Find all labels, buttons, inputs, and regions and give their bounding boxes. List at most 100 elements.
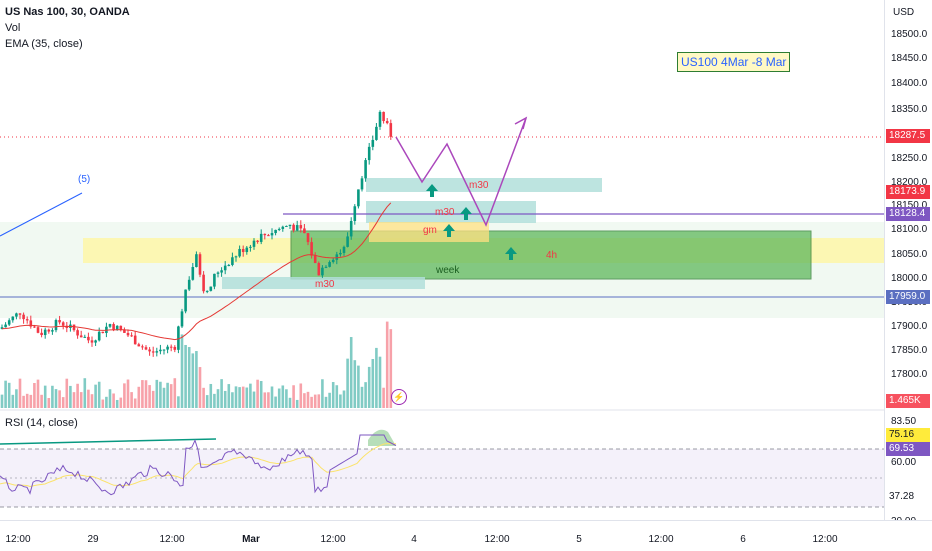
volume-bar — [288, 397, 292, 408]
rsi-legend[interactable]: RSI (14, close) — [5, 417, 78, 429]
candle-body — [310, 242, 313, 256]
volume-bar — [65, 378, 69, 408]
volume-bar — [375, 347, 378, 408]
volume-bar — [7, 382, 11, 408]
volume-bar — [317, 394, 321, 408]
rsi-tag: 37.28 — [886, 490, 930, 504]
volume-bar — [216, 389, 220, 408]
volume-bar — [331, 382, 335, 408]
volume-bar — [191, 353, 195, 408]
volume-bar — [51, 385, 54, 408]
candle-body — [184, 289, 187, 312]
rsi-tick: 83.50 — [891, 416, 917, 427]
candle-body — [180, 311, 184, 327]
candle-body — [29, 320, 33, 327]
volume-legend[interactable]: Vol — [5, 22, 21, 34]
candle-body — [277, 228, 281, 230]
candle-body — [220, 270, 223, 273]
time-label: 12:00 — [484, 534, 510, 545]
candle-body — [241, 248, 245, 253]
candle-body — [155, 351, 159, 353]
rsi-line — [0, 434, 397, 496]
candle-body — [328, 261, 331, 267]
volume-bar — [367, 366, 371, 408]
volume-bar — [133, 398, 137, 408]
volume-bar — [0, 394, 4, 408]
m30-label-upper: m30 — [469, 180, 489, 191]
volume-bar — [159, 381, 162, 408]
candle-body — [317, 263, 321, 276]
candle-body — [382, 111, 385, 122]
volume-bar — [141, 380, 144, 408]
volume-bar — [76, 383, 79, 408]
time-axis[interactable] — [0, 520, 932, 551]
volume-bars — [0, 321, 393, 408]
candle-body — [4, 324, 7, 328]
time-label: 12:00 — [648, 534, 674, 545]
volume-bar — [22, 395, 25, 408]
candle-body — [72, 324, 76, 331]
candle-body — [137, 344, 141, 347]
volume-bar — [346, 358, 349, 408]
week-label: week — [436, 265, 460, 276]
volume-bar — [205, 395, 209, 408]
gm-label: gm — [423, 225, 437, 236]
volume-bar — [69, 385, 72, 408]
price-tick: 18200.0 — [891, 177, 928, 188]
volume-bar — [4, 380, 7, 408]
candle-body — [267, 235, 270, 237]
volume-bar — [137, 386, 141, 408]
volume-bar — [169, 384, 173, 408]
candle-body — [209, 286, 213, 291]
candle-body — [321, 267, 324, 276]
symbol-title[interactable]: US Nas 100, 30, OANDA — [5, 6, 130, 18]
candle-body — [306, 233, 310, 243]
time-label: 12:00 — [812, 534, 838, 545]
volume-bar — [18, 378, 22, 408]
volume-bar — [299, 383, 303, 408]
lightning-icon[interactable]: ⚡ — [391, 389, 407, 405]
m30-label-lower: m30 — [315, 279, 335, 290]
volume-bar — [339, 394, 342, 408]
price-tag: 18287.5 — [886, 129, 930, 143]
ema-legend[interactable]: EMA (35, close) — [5, 38, 83, 50]
candle-body — [7, 320, 11, 325]
note-label[interactable]: US100 4Mar -8 Mar — [677, 52, 791, 72]
volume-bar — [256, 379, 259, 408]
candle-body — [25, 319, 29, 321]
candle-body — [252, 240, 256, 247]
volume-bar — [166, 382, 169, 408]
candle-body — [259, 233, 263, 242]
volume-bar — [364, 382, 367, 408]
volume-bar — [47, 398, 51, 408]
volume-bar — [195, 351, 198, 408]
arrow-up-icon — [426, 184, 438, 197]
candle-body — [223, 265, 227, 271]
price-tick: 18350.0 — [891, 104, 928, 115]
price-tick: 18150.0 — [891, 200, 928, 211]
price-tick: 17900.0 — [891, 321, 928, 332]
candle-body — [238, 248, 241, 257]
rsi-tag: 69.53 — [886, 442, 930, 456]
candle-body — [18, 313, 22, 315]
candle-body — [173, 346, 177, 350]
candle-body — [270, 233, 274, 236]
currency-label[interactable]: USD — [893, 7, 915, 18]
candle-body — [281, 226, 285, 229]
volume-bar — [29, 394, 33, 408]
volume-bar — [119, 397, 123, 408]
volume-bar — [342, 390, 346, 408]
time-label: 5 — [576, 534, 582, 545]
candle-body — [375, 126, 378, 140]
price-tick: 18100.0 — [891, 224, 928, 235]
time-label: 12:00 — [159, 534, 185, 545]
zone-gm — [369, 222, 489, 242]
candle-body — [51, 330, 54, 332]
candle-body — [195, 254, 198, 268]
candle-body — [303, 228, 306, 234]
time-label: 29 — [87, 534, 99, 545]
volume-bar — [180, 334, 184, 408]
volume-bar — [144, 380, 148, 408]
candle-body — [385, 121, 389, 124]
